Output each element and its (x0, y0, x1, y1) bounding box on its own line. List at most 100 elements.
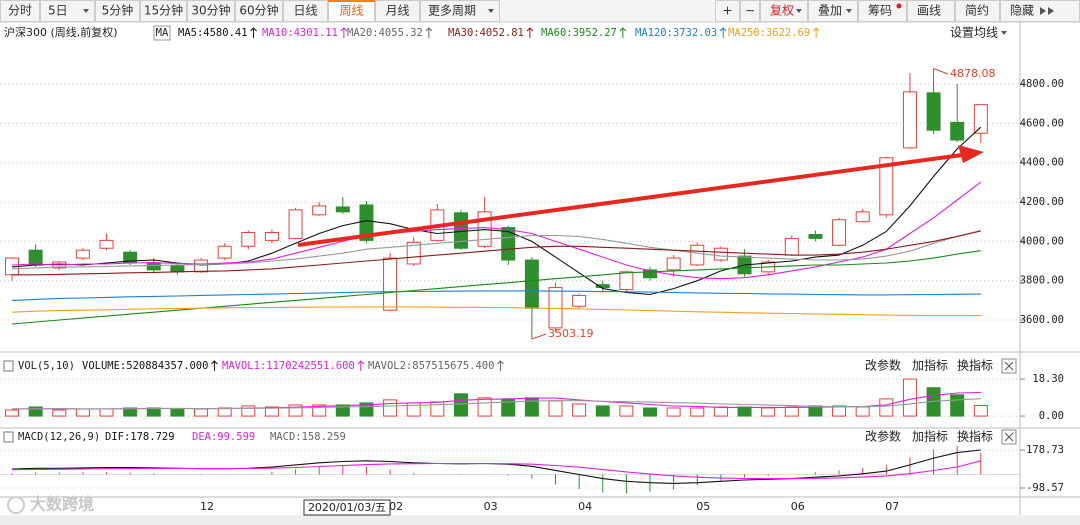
candle-body (359, 204, 374, 241)
candle-body (548, 287, 563, 329)
y-tick-label: 18.30 (1032, 373, 1064, 385)
panel-button[interactable]: 改参数 (865, 358, 901, 373)
tool-button[interactable] (907, 0, 955, 22)
volume-bar (973, 405, 988, 417)
dropdown-caret (83, 9, 89, 13)
tool-label[interactable]: + (722, 4, 732, 18)
period-button[interactable] (0, 0, 40, 22)
tool-label[interactable]: − (745, 4, 755, 18)
panel-button[interactable]: 改参数 (865, 429, 901, 444)
period-button[interactable] (95, 0, 140, 22)
tool-label[interactable]: 隐藏 (1010, 4, 1034, 18)
volume-bar (690, 407, 705, 417)
legend-entry: DIF:178.729 (105, 431, 175, 443)
tool-label[interactable]: 筹码 (868, 4, 892, 18)
panel-button[interactable]: 加指标 (912, 358, 948, 373)
volume-bar (312, 404, 327, 417)
candle-body (784, 237, 799, 256)
candle-body (335, 206, 350, 213)
period-label[interactable]: 15分钟 (144, 3, 183, 18)
tool-button[interactable] (808, 0, 858, 22)
notice-dot (896, 3, 902, 9)
legend-entry: MACD:158.259 (270, 431, 346, 443)
high-pointer (933, 68, 949, 75)
indicator-line (12, 230, 981, 276)
tool-button[interactable] (760, 0, 808, 22)
indicator-line (11, 181, 982, 280)
legend-arrow (719, 27, 727, 32)
period-label[interactable]: 5日 (48, 4, 68, 18)
legend-arrow (357, 360, 365, 365)
y-tick-label: 3600.00 (1020, 314, 1064, 326)
chart-title: 沪深300 (周线,前复权) (4, 25, 118, 39)
legend-entry: MA60:3952.27 (541, 27, 617, 39)
candle-body (453, 212, 468, 249)
volume-bar (217, 407, 232, 417)
x-tick-label: 12 (200, 500, 214, 513)
tool-button[interactable] (740, 0, 760, 22)
candle-body (217, 245, 232, 259)
y-tick-label: 178.73 (1026, 444, 1064, 456)
bottom-bar (0, 515, 1080, 525)
indicator-line (12, 398, 981, 410)
period-button[interactable] (40, 0, 95, 22)
period-label[interactable]: 5分钟 (102, 3, 134, 18)
tool-button[interactable] (858, 0, 907, 22)
dropdown-caret (846, 9, 852, 13)
period-button[interactable] (283, 0, 328, 22)
legend-entry: MAVOL1:1170242551.600 (222, 360, 355, 372)
volume-bar (666, 407, 681, 417)
period-button[interactable] (375, 0, 420, 22)
candle-body (524, 259, 539, 309)
legend-arrow (497, 360, 504, 365)
indicator-line (11, 126, 982, 296)
candle-body (902, 91, 917, 149)
y-tick-label: 3800.00 (1020, 275, 1064, 287)
period-label[interactable]: 日线 (293, 4, 317, 18)
indicator-line (11, 460, 981, 480)
tool-label[interactable]: 复权 (770, 4, 794, 18)
tool-label[interactable]: 叠加 (818, 4, 842, 18)
panel-button[interactable]: 加指标 (912, 429, 948, 444)
period-label[interactable]: 月线 (385, 4, 409, 18)
indicator-box (153, 25, 171, 41)
y-tick-label: 4800.00 (1020, 78, 1064, 90)
panel-toggle[interactable] (3, 360, 14, 372)
period-label[interactable]: 60分钟 (239, 3, 278, 18)
x-tick-label: 04 (578, 500, 592, 513)
volume-bar (619, 405, 634, 417)
period-label[interactable]: 更多周期 (428, 4, 476, 18)
panel-title: MACD(12,26,9) (18, 431, 100, 443)
volume-bar (335, 404, 350, 417)
legend-entry: MA10:4301.11 (262, 27, 338, 39)
candle-body (170, 265, 185, 273)
legend-entry: MA250:3622.69 (728, 27, 810, 39)
candle-body (619, 271, 634, 291)
period-label[interactable]: 分时 (8, 4, 32, 18)
legend-arrow (250, 27, 257, 32)
panel-button[interactable]: 换指标 (957, 358, 993, 373)
volume-bar (950, 394, 965, 417)
expand-icon (1048, 7, 1054, 15)
volume-bar (737, 406, 752, 417)
period-button[interactable] (140, 0, 187, 22)
period-button[interactable] (235, 0, 283, 22)
panel-button[interactable]: 换指标 (957, 429, 993, 444)
period-button[interactable] (187, 0, 235, 22)
legend-arrow (526, 27, 534, 32)
candle-body (146, 262, 161, 271)
tool-button[interactable] (955, 0, 1000, 22)
tool-label[interactable]: 画线 (917, 4, 941, 18)
period-label[interactable]: 周线 (339, 4, 363, 18)
panel-toggle[interactable] (3, 431, 14, 443)
settings-button[interactable]: 设置均线 (950, 26, 998, 40)
high-annotation: 4878.08 (950, 67, 996, 80)
period-button[interactable] (420, 0, 500, 22)
candle-body (241, 232, 256, 247)
x-tick-label: 02 (389, 500, 403, 513)
volume-bar (170, 408, 185, 417)
candle-body (973, 104, 988, 134)
tool-label[interactable]: 简约 (965, 3, 989, 18)
period-label[interactable]: 30分钟 (191, 3, 230, 18)
tool-button[interactable] (715, 0, 740, 22)
